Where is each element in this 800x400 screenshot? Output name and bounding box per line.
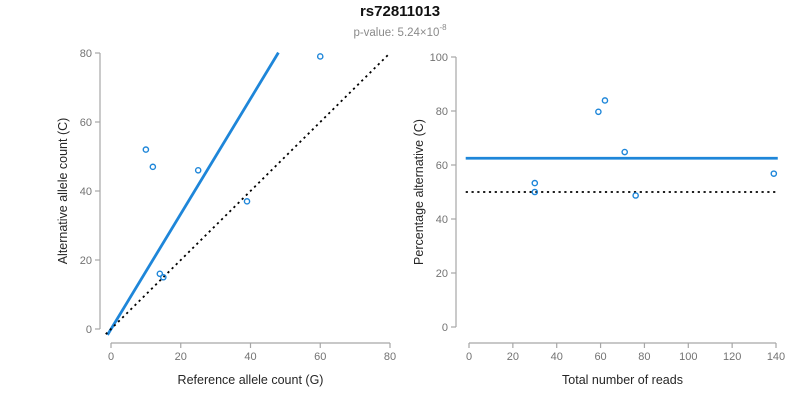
- data-point: [531, 188, 539, 196]
- plot-panel-left: 0 20 40 60 80 0 20 40 60 80 Reference allele count…: [56, 48, 396, 387]
- p-value-base: p-value: 5.24×10: [353, 26, 440, 39]
- y-axis-title: Percentage alternative (C): [412, 119, 426, 265]
- data-point: [149, 163, 157, 171]
- plot-panel-right: 0 20 40 60 80 100 0 20 40 60 80 100 120 140 Total numb…: [412, 52, 785, 387]
- data-point: [243, 198, 251, 205]
- x-tick-label: 40: [244, 351, 256, 363]
- figure-title: rs72811013: [359, 3, 441, 20]
- y-tick-label: 0: [86, 324, 92, 336]
- y-tick-label: 60: [436, 160, 448, 172]
- identity-line: [105, 54, 389, 335]
- y-tick-label: 60: [80, 117, 92, 129]
- data-point: [142, 146, 150, 153]
- data-point: [156, 270, 164, 278]
- x-tick-label: 140: [767, 351, 785, 363]
- y-tick-label: 80: [436, 106, 448, 118]
- y-tick-label: 80: [80, 48, 92, 60]
- data-point: [595, 108, 602, 116]
- p-value-subtitle: p-value: 5.24×10-8: [0, 22, 800, 40]
- data-point: [621, 148, 628, 156]
- y-tick-label: 20: [80, 255, 92, 267]
- data-point: [160, 273, 167, 281]
- x-tick-label: 20: [507, 351, 519, 363]
- x-axis-title: Reference allele count (G): [178, 373, 324, 387]
- data-point: [194, 166, 202, 174]
- data-point: [632, 192, 639, 199]
- x-tick-label: 0: [108, 351, 114, 363]
- data-point: [316, 53, 324, 60]
- y-tick-label: 0: [442, 322, 448, 334]
- y-tick-label: 40: [80, 186, 92, 198]
- figure-header: rs72811013 p-value: 5.24×10-8: [0, 2, 800, 40]
- p-value-exponent: -8: [439, 23, 447, 32]
- data-point: [601, 97, 609, 104]
- x-tick-label: 120: [723, 351, 741, 363]
- x-tick-label: 20: [175, 351, 187, 363]
- x-tick-label: 80: [384, 351, 396, 363]
- x-tick-label: 0: [466, 351, 472, 363]
- x-tick-label: 100: [679, 351, 697, 363]
- x-tick-label: 60: [314, 351, 326, 363]
- y-axis-title: Alternative allele count (C): [56, 118, 70, 265]
- x-tick-label: 40: [551, 351, 563, 363]
- fitted-ratio-line: [106, 51, 280, 336]
- y-tick-label: 100: [430, 52, 448, 64]
- data-point: [770, 170, 778, 177]
- y-tick-label: 20: [436, 268, 448, 280]
- x-axis-title: Total number of reads: [562, 373, 683, 387]
- x-tick-label: 60: [594, 351, 606, 363]
- y-tick-label: 40: [436, 214, 448, 226]
- data-point: [531, 179, 539, 187]
- x-tick-label: 80: [638, 351, 650, 363]
